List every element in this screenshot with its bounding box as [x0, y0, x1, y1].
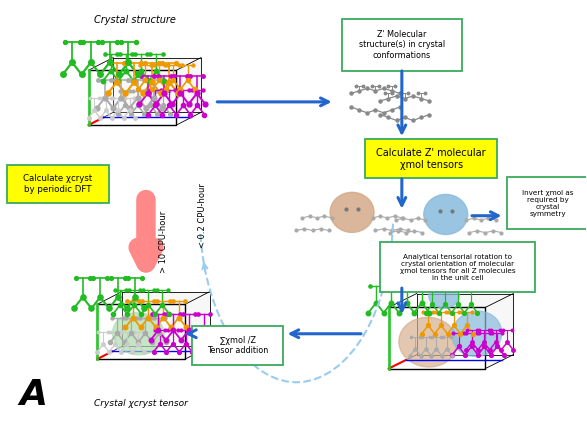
Text: Z' Molecular
structure(s) in crystal
conformations: Z' Molecular structure(s) in crystal con… — [359, 30, 445, 60]
Text: Calculate χcryst
by periodic DFT: Calculate χcryst by periodic DFT — [23, 174, 93, 194]
Polygon shape — [122, 291, 210, 346]
Text: Analytical tensorial rotation to
crystal orientation of molecular
χmol tensors f: Analytical tensorial rotation to crystal… — [400, 254, 515, 280]
Polygon shape — [97, 304, 185, 359]
Text: Invert χmol as
required by
crystal
symmetry: Invert χmol as required by crystal symme… — [522, 190, 574, 217]
FancyBboxPatch shape — [380, 242, 535, 292]
FancyBboxPatch shape — [193, 326, 284, 365]
Polygon shape — [417, 294, 514, 354]
Ellipse shape — [424, 195, 468, 234]
FancyBboxPatch shape — [342, 19, 462, 71]
Text: < 0.2 CPU-hour: < 0.2 CPU-hour — [198, 183, 207, 248]
Text: Crystal χcryst tensor: Crystal χcryst tensor — [95, 399, 188, 408]
Polygon shape — [113, 58, 201, 113]
FancyBboxPatch shape — [365, 140, 497, 178]
Ellipse shape — [429, 283, 459, 308]
Text: A: A — [19, 378, 47, 412]
Text: Calculate Z' molecular
χmol tensors: Calculate Z' molecular χmol tensors — [376, 148, 486, 170]
FancyBboxPatch shape — [507, 177, 587, 229]
Text: ∑χmol /Z
Tensor addition: ∑χmol /Z Tensor addition — [207, 336, 268, 355]
FancyBboxPatch shape — [7, 165, 109, 203]
Text: Crystal structure: Crystal structure — [95, 15, 176, 25]
Ellipse shape — [452, 311, 502, 357]
Text: > 10 CPU-hour: > 10 CPU-hour — [159, 211, 168, 273]
Ellipse shape — [113, 313, 164, 355]
Polygon shape — [89, 70, 176, 125]
Polygon shape — [389, 308, 485, 368]
Ellipse shape — [399, 317, 457, 367]
Ellipse shape — [330, 192, 374, 232]
